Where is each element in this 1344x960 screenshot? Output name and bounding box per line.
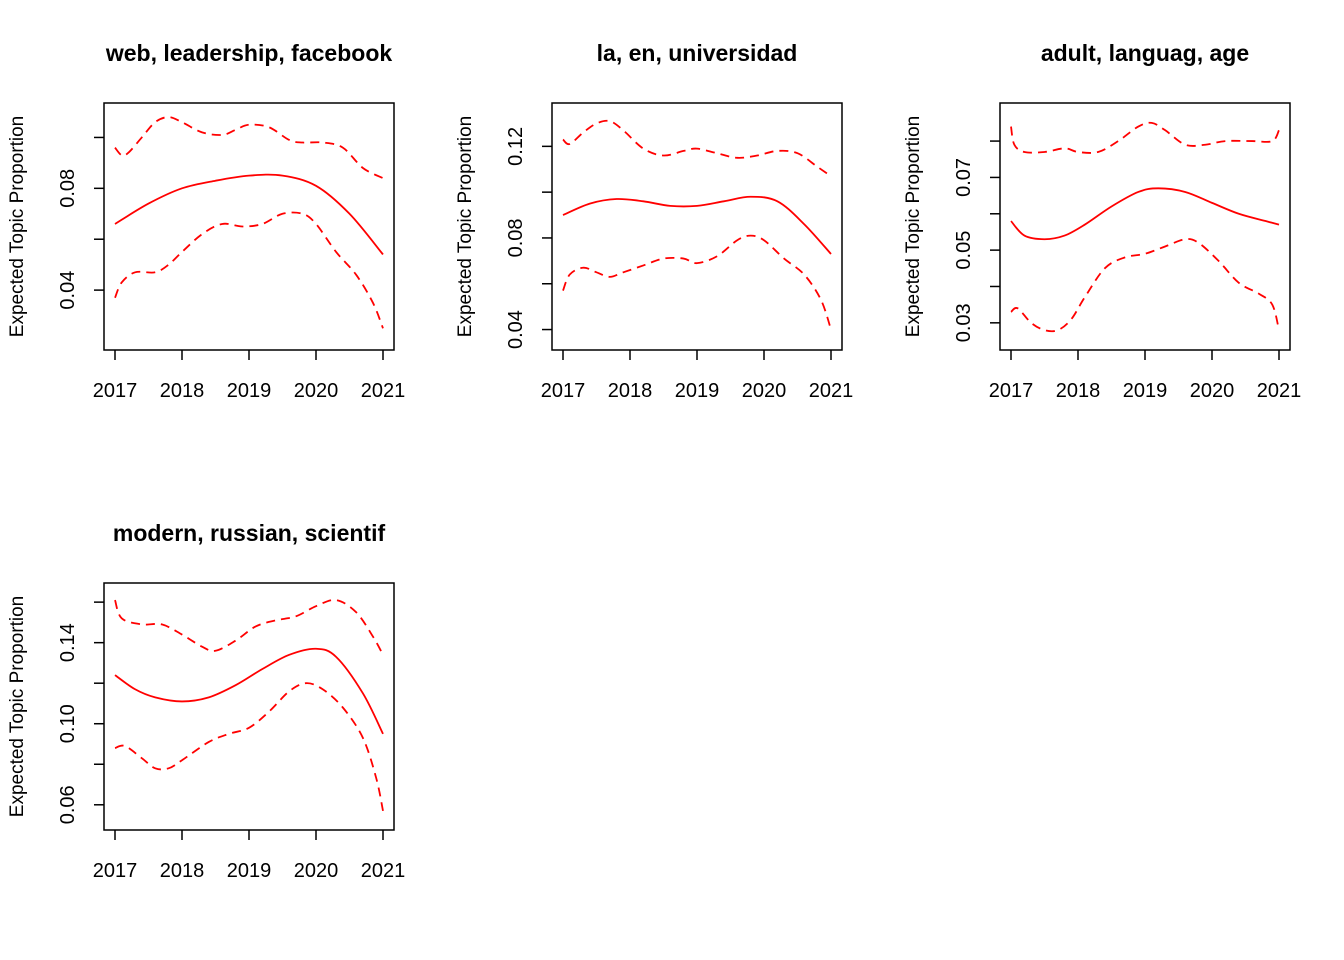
x-tick-label: 2021 [1257,380,1302,402]
x-tick-label: 2019 [227,380,272,402]
plot-frame [103,102,395,351]
x-tick-label: 2021 [809,380,854,402]
lower-ci-line [114,211,384,329]
x-tick-label: 2017 [93,860,138,882]
x-tick-label: 2020 [1190,380,1235,402]
y-tick-label: 0.05 [953,231,975,270]
panel-3: adult, languag, age 2017 2018 2019 2020 2021 0… [903,40,1301,402]
plot-frame [551,102,843,351]
upper-ci-line [1010,121,1280,154]
y-tick-label: 0.04 [505,310,527,349]
x-tick-label: 2020 [294,380,339,402]
x-tick-label: 2019 [1123,380,1168,402]
x-tick-label: 2017 [93,380,138,402]
y-tick-label: 0.08 [57,169,79,208]
x-tick-label: 2021 [361,380,406,402]
x-tick-label: 2017 [541,380,586,402]
y-axis-label: Expected Topic Proportion [455,116,476,337]
x-tick-label: 2020 [294,860,339,882]
x-tick-label: 2018 [160,860,205,882]
y-axis-label: Expected Topic Proportion [7,116,28,337]
x-tick-label: 2019 [675,380,720,402]
panel-title: modern, russian, scientif [113,520,386,546]
x-tick-label: 2021 [361,860,406,882]
x-tick-label: 2017 [989,380,1034,402]
upper-ci-line [562,119,832,177]
panel-4: modern, russian, scientif 2017 2018 2019 202… [7,520,405,882]
panel-2: la, en, universidad 2017 2018 2019 2020 2021 0… [455,40,853,402]
estimate-line [1010,187,1280,241]
x-tick-label: 2019 [227,860,272,882]
panel-title: web, leadership, facebook [105,40,393,66]
y-axis-label: Expected Topic Proportion [903,116,924,337]
plot-frame [103,582,395,831]
x-tick-label: 2018 [160,380,205,402]
plot-frame [999,102,1291,351]
upper-ci-line [114,599,384,656]
panel-1: web, leadership, facebook 2017 2018 2019 202… [7,40,405,402]
y-tick-label: 0.06 [57,785,79,824]
y-axis-label: Expected Topic Proportion [7,596,28,817]
estimate-line [562,195,832,255]
panel-title: adult, languag, age [1041,40,1249,66]
estimate-line [114,647,384,735]
estimate-line [114,173,384,256]
lower-ci-line [114,682,384,812]
lower-ci-line [562,234,832,330]
y-tick-label: 0.14 [57,623,79,662]
x-tick-label: 2018 [608,380,653,402]
upper-ci-line [114,116,384,179]
panel-title: la, en, universidad [597,40,798,66]
x-tick-label: 2020 [742,380,787,402]
lower-ci-line [1010,238,1280,333]
y-tick-label: 0.07 [953,158,975,197]
y-tick-label: 0.08 [505,218,527,257]
y-tick-label: 0.12 [505,127,527,166]
y-tick-label: 0.04 [57,271,79,310]
y-tick-label: 0.10 [57,704,79,743]
y-tick-label: 0.03 [953,303,975,342]
x-tick-label: 2018 [1056,380,1101,402]
